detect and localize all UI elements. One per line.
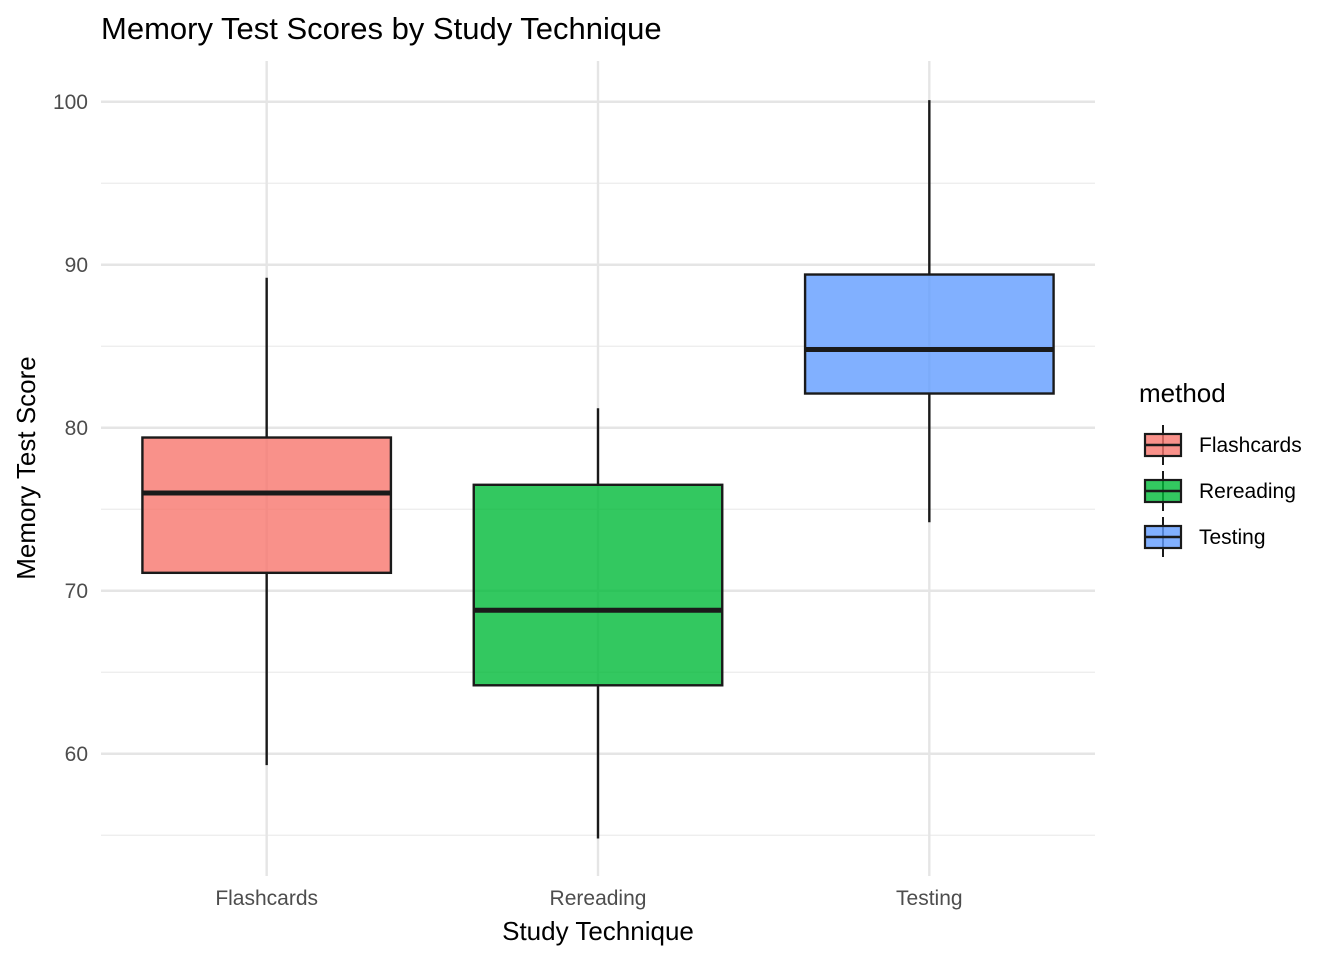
- iqr-box: [141, 436, 393, 575]
- legend-title: method: [1139, 378, 1226, 408]
- box-testing: [803, 100, 1055, 523]
- y-tick-label: 70: [65, 580, 88, 603]
- x-axis-title: Study Technique: [502, 916, 694, 946]
- x-tick-label: Rereading: [550, 887, 647, 910]
- legend-item: Rereading: [1143, 471, 1296, 511]
- legend: method Flashcards Rereading Testing: [1139, 378, 1302, 557]
- iqr-box: [472, 483, 724, 687]
- legend-item: Flashcards: [1143, 425, 1302, 465]
- x-tick-label: Testing: [896, 887, 963, 910]
- y-tick-label: 90: [65, 254, 88, 277]
- chart-title: Memory Test Scores by Study Technique: [101, 11, 662, 46]
- box-rereading: [472, 408, 724, 839]
- iqr-box: [803, 273, 1055, 395]
- legend-label: Rereading: [1199, 480, 1296, 503]
- boxes: [141, 100, 1055, 839]
- y-tick-label: 80: [65, 417, 88, 440]
- legend-label: Testing: [1199, 526, 1266, 549]
- x-axis-ticks: Flashcards Rereading Testing: [215, 887, 962, 910]
- y-axis-title: Memory Test Score: [11, 356, 41, 579]
- legend-label: Flashcards: [1199, 434, 1302, 457]
- y-tick-label: 100: [53, 91, 88, 114]
- x-tick-label: Flashcards: [215, 887, 318, 910]
- y-axis-ticks: 60 70 80 90 100: [53, 91, 88, 766]
- legend-item: Testing: [1143, 517, 1266, 557]
- y-tick-label: 60: [65, 743, 88, 766]
- box-flashcards: [141, 277, 393, 766]
